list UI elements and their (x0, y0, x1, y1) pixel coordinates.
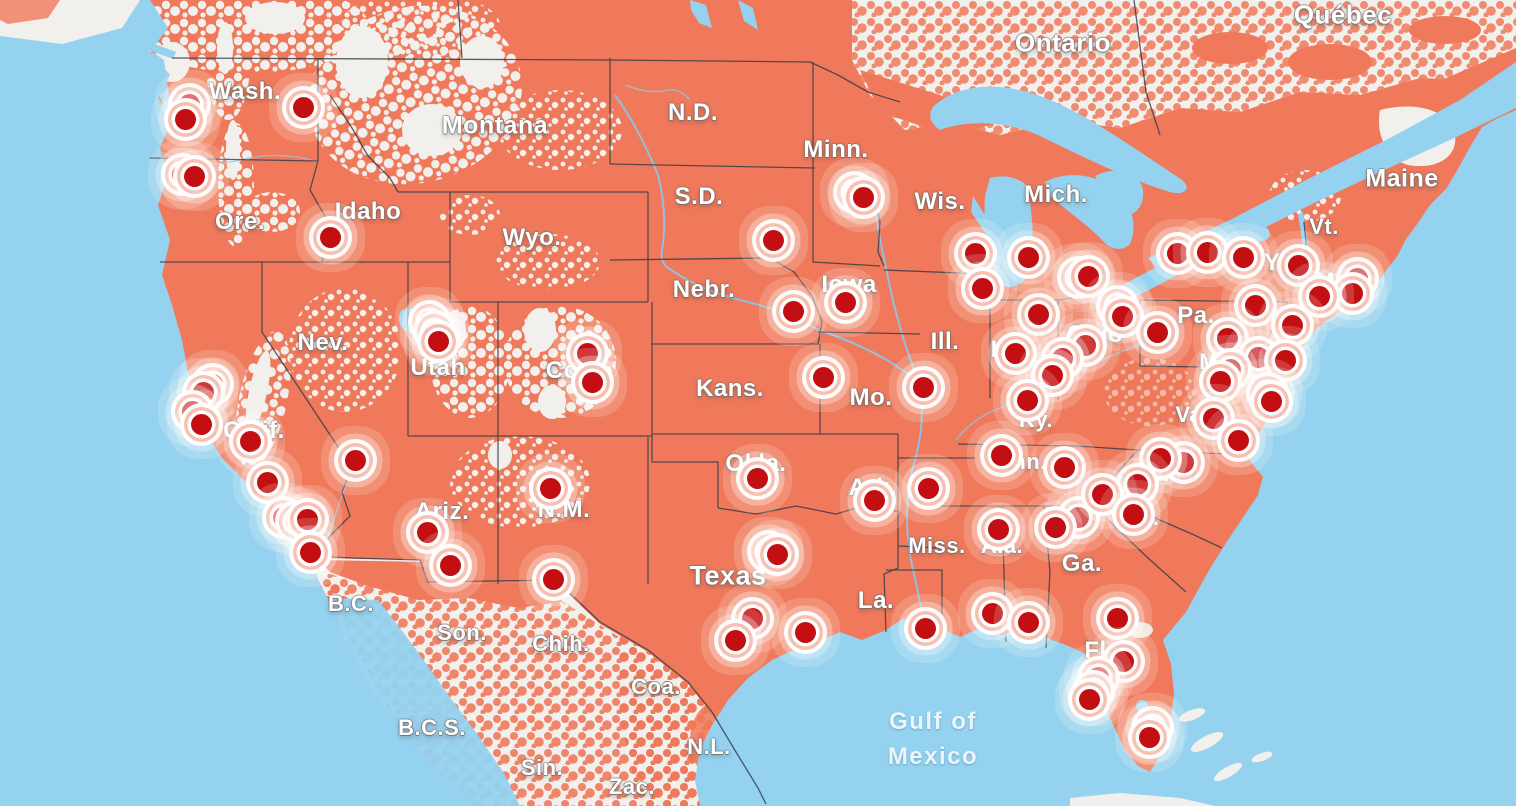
city-marker[interactable] (174, 108, 196, 130)
city-marker[interactable] (1260, 390, 1282, 412)
city-marker[interactable] (190, 413, 212, 435)
city-marker[interactable] (1308, 285, 1330, 307)
city-marker[interactable] (1149, 447, 1171, 469)
city-marker[interactable] (1196, 241, 1218, 263)
city-marker[interactable] (319, 226, 341, 248)
city-marker[interactable] (812, 366, 834, 388)
city-marker[interactable] (990, 444, 1012, 466)
city-marker[interactable] (1209, 370, 1231, 392)
city-marker[interactable] (1244, 294, 1266, 316)
city-marker[interactable] (1341, 282, 1363, 304)
city-marker[interactable] (256, 471, 278, 493)
city-marker[interactable] (782, 300, 804, 322)
city-marker[interactable] (192, 381, 214, 403)
city-marker[interactable] (834, 291, 856, 313)
city-marker[interactable] (1017, 246, 1039, 268)
city-marker[interactable] (1044, 516, 1066, 538)
city-marker[interactable] (1281, 314, 1303, 336)
city-marker[interactable] (1126, 473, 1148, 495)
city-marker[interactable] (1067, 506, 1089, 528)
city-marker[interactable] (964, 242, 986, 264)
city-marker[interactable] (741, 607, 763, 629)
city-marker[interactable] (427, 330, 449, 352)
city-marker[interactable] (724, 629, 746, 651)
city-marker[interactable] (1077, 265, 1099, 287)
city-marker[interactable] (1016, 389, 1038, 411)
city-marker[interactable] (1027, 303, 1049, 325)
city-marker[interactable] (917, 477, 939, 499)
state-borders (149, 0, 1373, 805)
city-marker[interactable] (1111, 305, 1133, 327)
city-marker[interactable] (581, 371, 603, 393)
city-marker[interactable] (1004, 342, 1026, 364)
city-marker[interactable] (1053, 456, 1075, 478)
city-marker[interactable] (766, 543, 788, 565)
city-marker[interactable] (183, 165, 205, 187)
city-marker[interactable] (1247, 346, 1269, 368)
city-marker[interactable] (1051, 347, 1073, 369)
city-marker[interactable] (1216, 327, 1238, 349)
city-marker[interactable] (971, 277, 993, 299)
city-marker[interactable] (1287, 254, 1309, 276)
city-marker[interactable] (1146, 321, 1168, 343)
city-marker[interactable] (863, 489, 885, 511)
city-marker[interactable] (981, 602, 1003, 624)
city-marker[interactable] (1091, 483, 1113, 505)
city-marker[interactable] (539, 477, 561, 499)
city-marker[interactable] (576, 342, 598, 364)
islands (1070, 708, 1273, 806)
city-marker[interactable] (1074, 334, 1096, 356)
city-marker[interactable] (762, 229, 784, 251)
city-marker[interactable] (794, 621, 816, 643)
city-marker[interactable] (416, 521, 438, 543)
city-marker[interactable] (1166, 242, 1188, 264)
city-marker[interactable] (1138, 726, 1160, 748)
city-marker[interactable] (239, 430, 261, 452)
city-marker[interactable] (1232, 246, 1254, 268)
city-marker[interactable] (852, 186, 874, 208)
city-marker[interactable] (1017, 611, 1039, 633)
city-marker[interactable] (746, 467, 768, 489)
city-marker[interactable] (439, 554, 461, 576)
great-lakes (126, 0, 1516, 806)
city-marker[interactable] (296, 508, 318, 530)
city-marker[interactable] (1041, 364, 1063, 386)
city-marker[interactable] (1227, 429, 1249, 451)
city-marker[interactable] (1202, 407, 1224, 429)
city-marker[interactable] (344, 449, 366, 471)
city-marker[interactable] (542, 568, 564, 590)
city-marker[interactable] (1106, 607, 1128, 629)
city-marker[interactable] (299, 541, 321, 563)
city-marker[interactable] (1112, 650, 1134, 672)
city-marker[interactable] (1122, 503, 1144, 525)
city-marker[interactable] (1078, 688, 1100, 710)
city-marker[interactable] (912, 376, 934, 398)
city-marker[interactable] (987, 518, 1009, 540)
city-marker[interactable] (1274, 349, 1296, 371)
city-marker[interactable] (914, 617, 936, 639)
city-marker[interactable] (1172, 451, 1194, 473)
city-marker[interactable] (292, 96, 314, 118)
